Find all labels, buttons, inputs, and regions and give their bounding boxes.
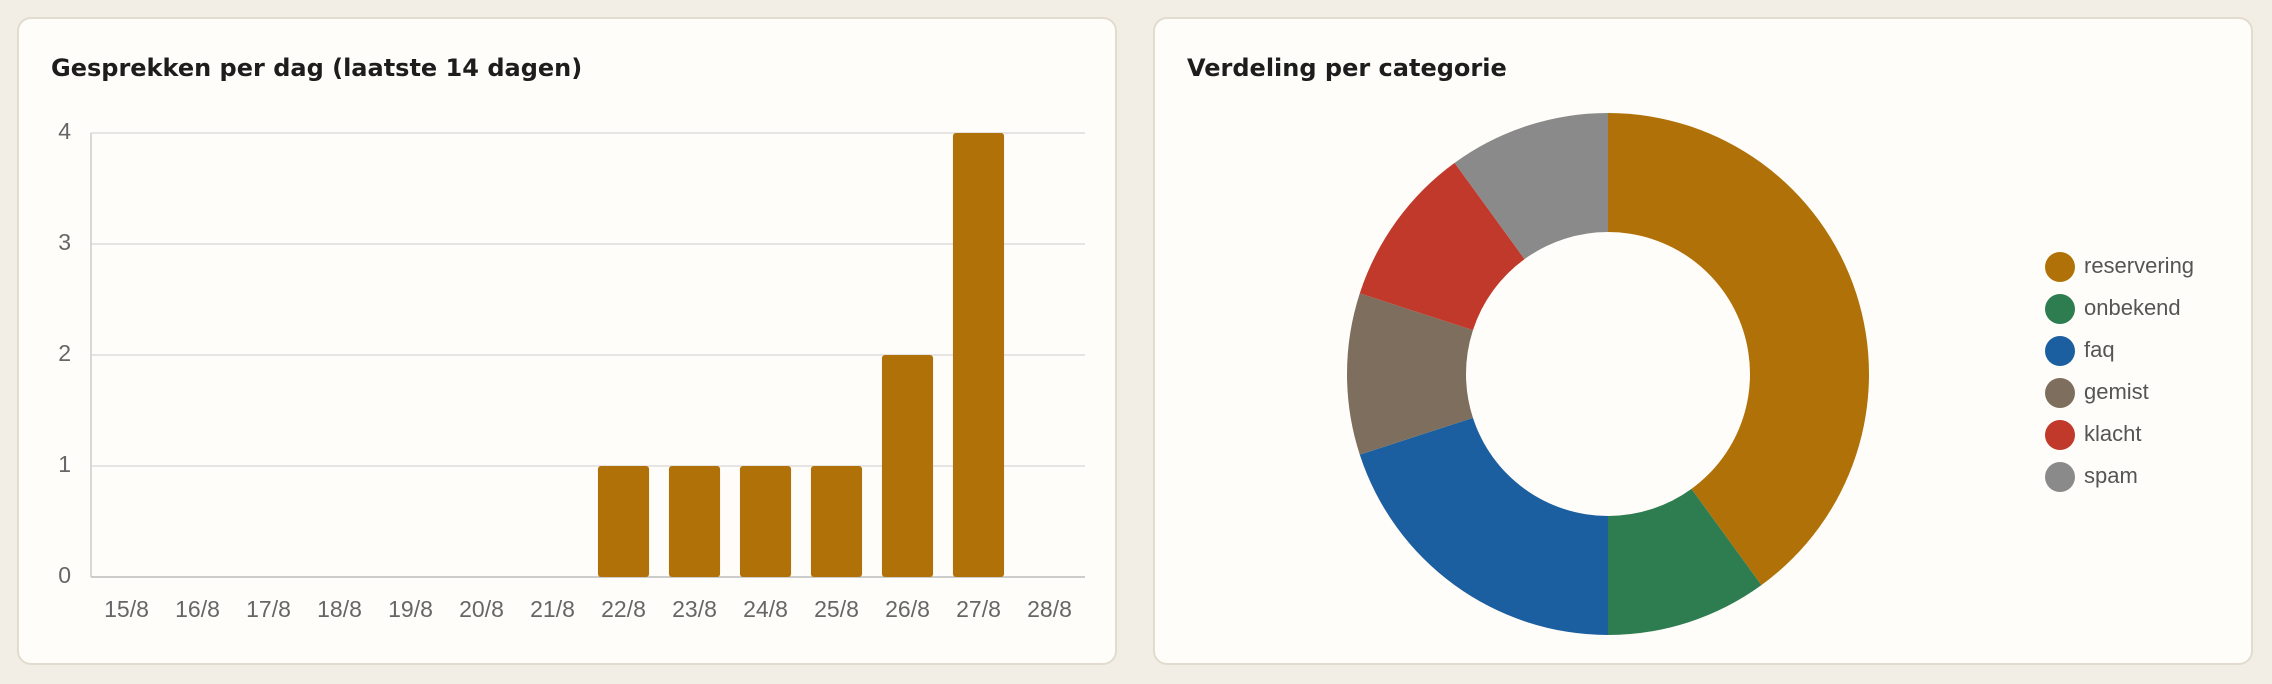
x-tick-label: 17/8	[246, 596, 291, 622]
card	[17, 17, 1117, 665]
x-tick-label: 23/8	[672, 596, 717, 622]
bar	[881, 355, 934, 577]
x-tick-label: 26/8	[885, 596, 930, 622]
donut-slice	[1608, 113, 1869, 586]
legend-label: spam	[2084, 463, 2138, 488]
y-tick-label: 0	[58, 562, 71, 588]
legend-label: onbekend	[2084, 295, 2181, 320]
legend-swatch	[2045, 294, 2075, 324]
donut-slice	[1359, 417, 1608, 635]
bar	[810, 466, 863, 577]
legend-swatch	[2045, 378, 2075, 408]
donut-slice	[1347, 293, 1473, 455]
x-tick-label: 24/8	[743, 596, 788, 622]
legend-label: klacht	[2084, 421, 2141, 446]
y-tick-label: 3	[58, 229, 71, 255]
x-tick-label: 21/8	[530, 596, 575, 622]
x-tick-label: 16/8	[175, 596, 220, 622]
donut-slice	[1608, 488, 1762, 635]
x-tick-label: 27/8	[956, 596, 1001, 622]
legend-swatch	[2045, 462, 2075, 492]
y-tick-label: 1	[58, 451, 71, 477]
chart-title: Gesprekken per dag (laatste 14 dagen)	[51, 54, 582, 82]
chart-title: Verdeling per categorie	[1187, 54, 1507, 82]
legend-label: faq	[2084, 337, 2115, 362]
x-tick-label: 15/8	[104, 596, 149, 622]
legend-label: gemist	[2084, 379, 2149, 404]
y-tick-label: 2	[58, 340, 71, 366]
x-tick-label: 18/8	[317, 596, 362, 622]
bar	[739, 466, 792, 577]
x-tick-label: 20/8	[459, 596, 504, 622]
x-tick-label: 22/8	[601, 596, 646, 622]
bar	[668, 466, 721, 577]
bar	[952, 133, 1005, 577]
bar	[597, 466, 650, 577]
legend-swatch	[2045, 252, 2075, 282]
donut-slice	[1359, 162, 1525, 331]
x-tick-label: 28/8	[1027, 596, 1072, 622]
legend-swatch	[2045, 420, 2075, 450]
x-tick-label: 19/8	[388, 596, 433, 622]
legend-label: reservering	[2084, 253, 2194, 278]
donut-slice	[1454, 113, 1608, 260]
x-tick-label: 25/8	[814, 596, 859, 622]
y-tick-label: 4	[58, 118, 71, 144]
legend-swatch	[2045, 336, 2075, 366]
